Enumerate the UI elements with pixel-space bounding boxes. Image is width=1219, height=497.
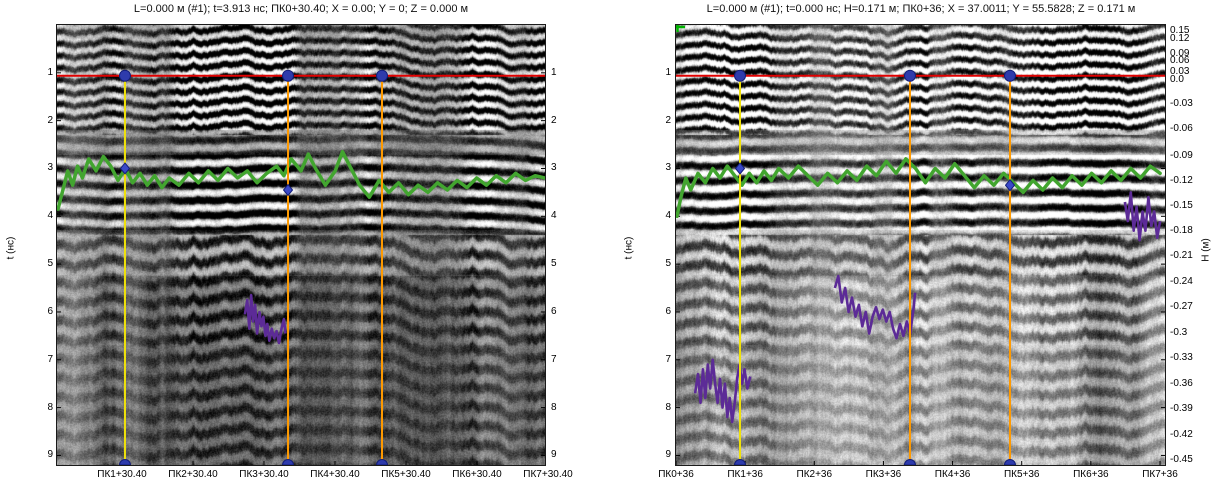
t-tick-label: 5 (665, 258, 671, 270)
t-tick-label: 7 (47, 353, 53, 365)
h-tick-label: -0.36 (1170, 378, 1193, 390)
picket-top-marker[interactable] (118, 69, 131, 82)
h-tick-label: -0.3 (1170, 327, 1188, 339)
h-tick-label: -0.21 (1170, 250, 1193, 262)
t-tick-label: 2 (47, 114, 53, 126)
picket-bottom-marker[interactable] (734, 459, 747, 466)
t-tick-label: 8 (47, 401, 53, 413)
h-tick-label: -0.33 (1170, 352, 1193, 364)
h-tick-label: -0.45 (1170, 453, 1193, 465)
t-tick-label: 9 (665, 449, 671, 461)
overlay-layer (676, 25, 1165, 465)
x-tick-label: ПК7+30.40 (523, 469, 573, 480)
picket-top-marker[interactable] (1003, 69, 1016, 82)
layer-marker-diamond[interactable] (1004, 178, 1016, 192)
layer-marker-diamond[interactable] (119, 162, 131, 175)
t-tick-label: 4 (47, 210, 53, 222)
t-tick-label: 2 (551, 114, 557, 126)
anomaly-trace-purple (693, 358, 752, 424)
h-tick-label: -0.03 (1170, 97, 1193, 109)
overlay-layer (57, 69, 545, 466)
radargram-image[interactable] (676, 25, 1165, 465)
h-tick-label: -0.18 (1170, 225, 1193, 237)
radargram-plot[interactable] (675, 24, 1166, 466)
t-tick-label: 8 (665, 401, 671, 413)
picket-bottom-marker[interactable] (903, 459, 916, 466)
h-tick-label: -0.39 (1170, 402, 1193, 414)
panel-title: L=0.000 м (#1); t=0.000 нс; H=0.171 м; П… (706, 3, 1136, 15)
h-tick-label: 0.0 (1170, 74, 1184, 86)
t-axis-label: t (нс) (5, 236, 17, 260)
t-axis-label: t (нс) (623, 236, 635, 260)
layer-boundary-trace-green (57, 149, 545, 211)
anomaly-trace-purple (1123, 191, 1162, 242)
t-tick-label: 4 (665, 210, 671, 222)
x-tick-label: ПК1+30.40 (97, 469, 147, 480)
x-tick-label: ПК6+30.40 (452, 469, 502, 480)
h-tick-label: 0.03 (1170, 66, 1190, 78)
x-tick-label: ПК4+30.40 (310, 469, 360, 480)
picket-top-marker[interactable] (282, 69, 295, 82)
picket-bottom-marker[interactable] (118, 459, 131, 466)
x-tick-label: ПК5+36 (1003, 469, 1040, 480)
t-tick-label: 8 (551, 401, 557, 413)
picket-bottom-marker[interactable] (1003, 459, 1016, 466)
t-tick-label: 2 (665, 114, 671, 126)
h-tick-label: -0.27 (1170, 301, 1193, 313)
anomaly-trace-purple (243, 293, 287, 345)
x-tick-label: ПК4+36 (934, 469, 971, 480)
h-tick-label: 0.12 (1170, 33, 1190, 45)
radargram-image[interactable] (57, 25, 545, 465)
t-tick-label: 3 (551, 162, 557, 174)
h-tick-label: -0.15 (1170, 199, 1193, 211)
h-tick-label: -0.12 (1170, 174, 1193, 186)
x-tick-label: ПК5+30.40 (381, 469, 431, 480)
t-tick-label: 6 (551, 305, 557, 317)
x-tick-label: ПК6+36 (1073, 469, 1109, 480)
t-tick-label: 1 (47, 66, 53, 78)
t-tick-label: 1 (551, 66, 557, 78)
picket-top-marker[interactable] (734, 69, 747, 82)
h-tick-label: -0.24 (1170, 276, 1193, 288)
t-tick-label: 6 (665, 305, 671, 317)
picket-top-marker[interactable] (376, 69, 389, 82)
h-tick-label: -0.06 (1170, 122, 1193, 134)
x-tick-label: ПК0+36 (658, 469, 694, 480)
picket-bottom-marker[interactable] (376, 459, 389, 466)
x-tick-label: ПК2+30.40 (168, 469, 218, 480)
h-tick-label: 0.06 (1170, 55, 1190, 67)
t-tick-label: 4 (551, 210, 557, 222)
panel-title: L=0.000 м (#1); t=3.913 нс; ПК0+30.40; X… (133, 3, 469, 15)
picket-bottom-marker[interactable] (282, 459, 295, 466)
t-tick-label: 3 (47, 162, 53, 174)
t-tick-label: 3 (665, 162, 671, 174)
h-tick-label: 0.15 (1170, 24, 1190, 36)
h-tick-label: 0.09 (1170, 48, 1190, 60)
t-tick-label: 9 (551, 449, 557, 461)
h-tick-label: -0.42 (1170, 429, 1193, 441)
picket-top-marker[interactable] (903, 69, 916, 82)
t-tick-label: 7 (665, 353, 671, 365)
radargram-plot[interactable] (56, 24, 546, 466)
t-tick-label: 9 (47, 449, 53, 461)
x-tick-label: ПК3+30.40 (239, 469, 289, 480)
anomaly-trace-purple (833, 274, 917, 340)
t-tick-label: 5 (551, 258, 557, 270)
layer-boundary-trace-green (676, 157, 1162, 219)
t-tick-label: 7 (551, 353, 557, 365)
h-tick-label: -0.09 (1170, 149, 1193, 161)
t-tick-label: 5 (47, 258, 53, 270)
layer-marker-diamond[interactable] (734, 162, 746, 175)
t-tick-label: 6 (47, 305, 53, 317)
layer-marker-diamond[interactable] (282, 183, 294, 197)
x-tick-label: ПК3+36 (865, 469, 902, 480)
t-tick-label: 1 (665, 66, 671, 78)
x-tick-label: ПК1+36 (727, 469, 763, 480)
x-tick-label: ПК7+36 (1142, 469, 1178, 480)
x-tick-label: ПК2+36 (796, 469, 833, 480)
